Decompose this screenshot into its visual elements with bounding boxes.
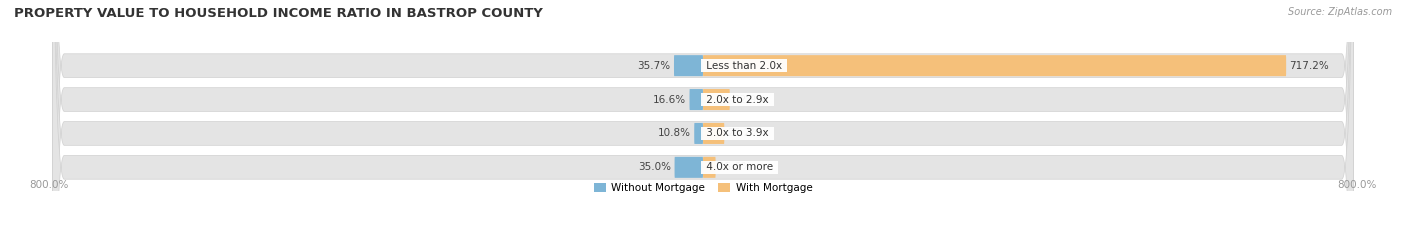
FancyBboxPatch shape xyxy=(52,0,1354,233)
FancyBboxPatch shape xyxy=(52,0,1354,233)
Text: 32.9%: 32.9% xyxy=(733,95,766,105)
Text: 15.5%: 15.5% xyxy=(718,162,752,172)
FancyBboxPatch shape xyxy=(52,0,1354,233)
Text: 800.0%: 800.0% xyxy=(1337,180,1376,190)
FancyBboxPatch shape xyxy=(52,0,1354,233)
Text: 4.0x or more: 4.0x or more xyxy=(703,162,776,172)
Text: 35.0%: 35.0% xyxy=(638,162,671,172)
Text: 35.7%: 35.7% xyxy=(637,61,671,71)
Text: 10.8%: 10.8% xyxy=(658,128,690,138)
FancyBboxPatch shape xyxy=(695,123,703,144)
Text: 3.0x to 3.9x: 3.0x to 3.9x xyxy=(703,128,772,138)
Text: 16.6%: 16.6% xyxy=(654,95,686,105)
Text: 2.0x to 2.9x: 2.0x to 2.9x xyxy=(703,95,772,105)
Text: Less than 2.0x: Less than 2.0x xyxy=(703,61,786,71)
Legend: Without Mortgage, With Mortgage: Without Mortgage, With Mortgage xyxy=(593,183,813,193)
Text: 26.2%: 26.2% xyxy=(727,128,761,138)
Text: 717.2%: 717.2% xyxy=(1289,61,1329,71)
FancyBboxPatch shape xyxy=(703,157,716,178)
FancyBboxPatch shape xyxy=(703,55,1286,76)
Text: PROPERTY VALUE TO HOUSEHOLD INCOME RATIO IN BASTROP COUNTY: PROPERTY VALUE TO HOUSEHOLD INCOME RATIO… xyxy=(14,7,543,20)
FancyBboxPatch shape xyxy=(703,123,724,144)
FancyBboxPatch shape xyxy=(673,55,703,76)
Text: 800.0%: 800.0% xyxy=(30,180,69,190)
FancyBboxPatch shape xyxy=(689,89,703,110)
Text: Source: ZipAtlas.com: Source: ZipAtlas.com xyxy=(1288,7,1392,17)
FancyBboxPatch shape xyxy=(675,157,703,178)
FancyBboxPatch shape xyxy=(703,89,730,110)
